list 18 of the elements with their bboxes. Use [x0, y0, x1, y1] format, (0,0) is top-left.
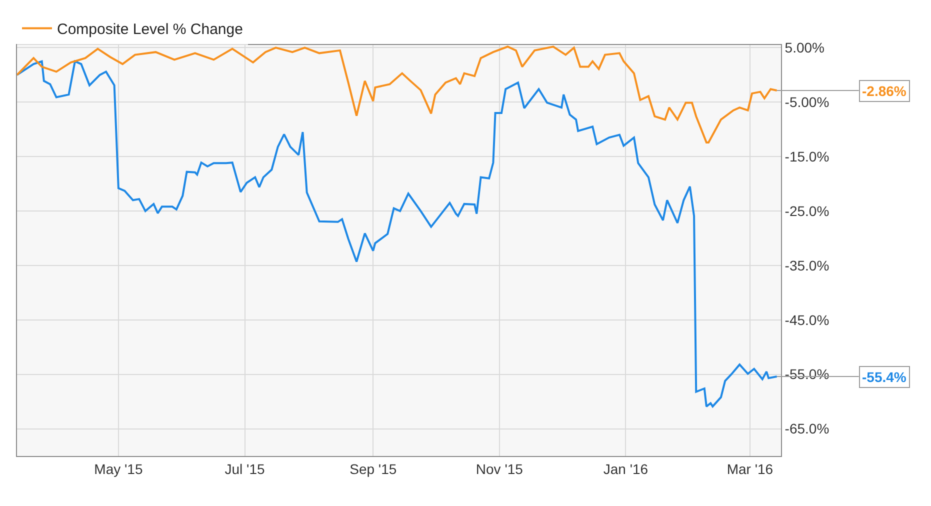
- data-label: -55.4%: [862, 369, 907, 385]
- line-series: [17, 60, 778, 408]
- y-tick-label: -5.00%: [784, 94, 830, 110]
- x-tick-label: Mar '16: [726, 460, 774, 477]
- y-tick-label: -35.0%: [784, 257, 830, 274]
- y-tick-label: -65.0%: [784, 420, 830, 437]
- y-tick-label: -25.0%: [784, 202, 830, 219]
- y-tick-label: 5.00%: [784, 40, 825, 56]
- line-series: [17, 46, 778, 144]
- legend-label: Composite Level % Change: [57, 21, 243, 38]
- x-tick-label: Nov '15: [476, 460, 524, 477]
- data-label: -2.86%: [862, 83, 907, 99]
- y-tick-label: -15.0%: [784, 148, 830, 164]
- x-tick-label: May '15: [94, 460, 143, 477]
- x-tick-label: Sep '15: [350, 460, 397, 477]
- x-tick-label: Jul '15: [224, 460, 265, 477]
- x-tick-label: Jan '16: [603, 460, 648, 477]
- y-tick-label: -45.0%: [784, 312, 830, 328]
